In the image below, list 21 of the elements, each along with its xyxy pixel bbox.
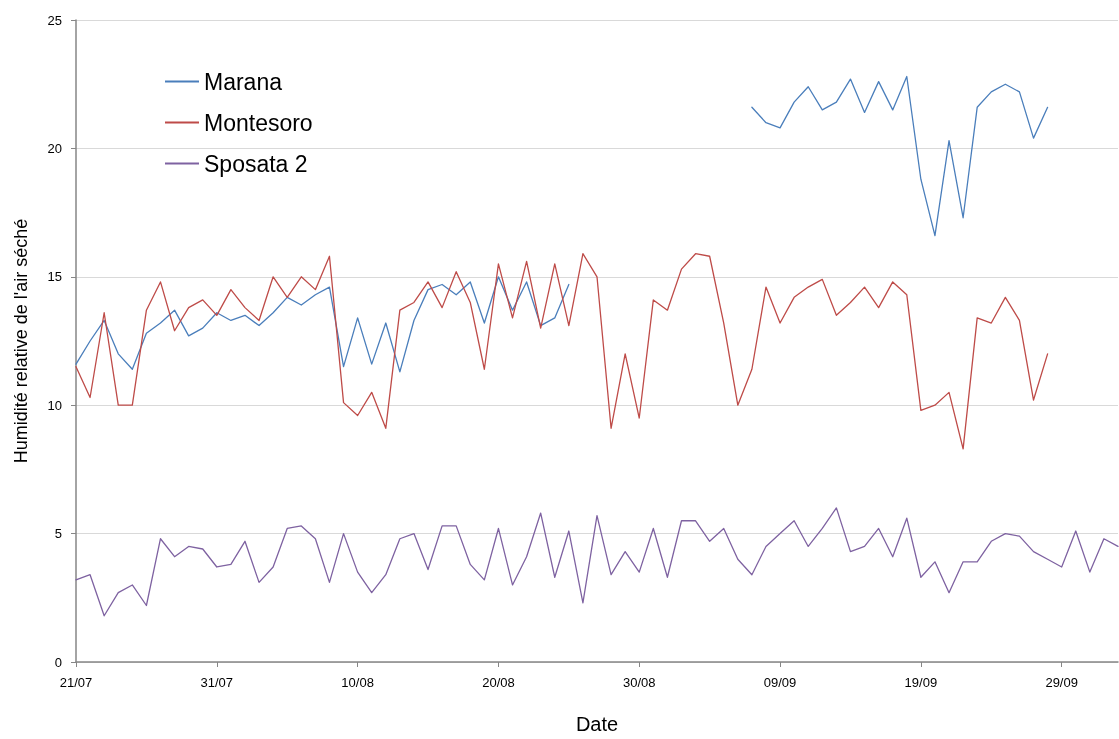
x-tick-label: 20/08 <box>482 675 515 690</box>
x-tick-label: 09/09 <box>763 675 797 690</box>
x-tick-label: 21/07 <box>59 675 93 690</box>
x-tick-label: 31/07 <box>200 675 234 690</box>
x-tick-label: 19/09 <box>904 675 938 690</box>
x-axis-title: Date <box>575 713 619 735</box>
legend-label: Montesoro <box>204 109 313 136</box>
y-tick-label: 10 <box>47 397 62 413</box>
y-tick-label: 25 <box>47 12 62 28</box>
legend-label: Sposata 2 <box>204 150 308 177</box>
y-tick-label: 15 <box>47 269 62 285</box>
legend-label: Marana <box>204 68 283 95</box>
y-tick-label: 5 <box>54 526 62 542</box>
line-series <box>75 253 1049 450</box>
y-axis-title: Humidité relative de l'air séché <box>11 218 31 464</box>
x-tick-label: 10/08 <box>341 675 374 690</box>
x-tick-label: 30/08 <box>622 675 656 690</box>
y-tick-label: 0 <box>54 654 62 670</box>
line-series <box>75 507 1119 617</box>
y-tick-label: 20 <box>47 140 62 156</box>
x-tick-label: 29/09 <box>1045 675 1078 690</box>
